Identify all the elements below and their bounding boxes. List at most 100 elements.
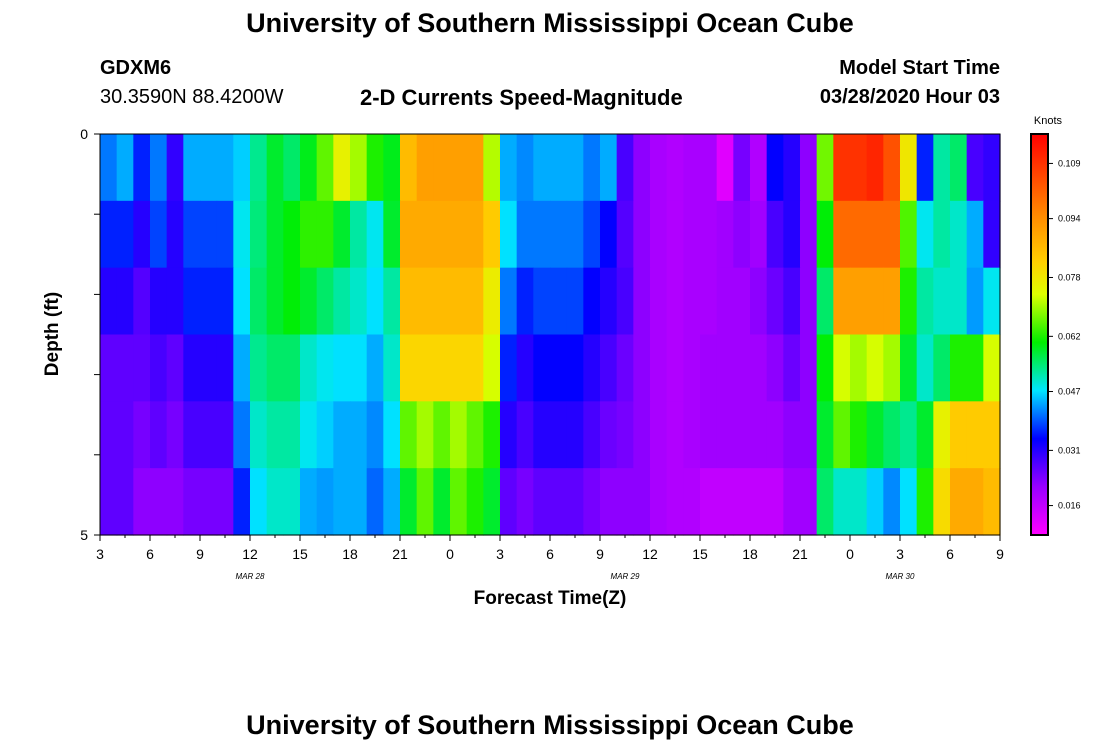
heatmap-cell (200, 468, 218, 536)
heatmap-cell (466, 334, 484, 402)
heatmap-cell (966, 200, 984, 269)
heatmap-cell (666, 334, 684, 402)
heatmap-cell (666, 134, 684, 202)
heatmap-cell (833, 401, 851, 469)
heatmap-cell (516, 134, 534, 202)
heatmap-cell (400, 401, 418, 469)
heatmap-cell (116, 200, 134, 269)
heatmap-cell (700, 267, 718, 336)
heatmap-cell (250, 401, 268, 469)
heatmap-cell (500, 401, 518, 469)
x-tick-label: 3 (896, 546, 904, 562)
heatmap-cell (383, 401, 401, 469)
heatmap-cell (866, 401, 884, 469)
heatmap-cell (683, 134, 701, 202)
heatmap-cell (316, 401, 334, 469)
heatmap-cell (716, 468, 734, 536)
heatmap-cell (700, 200, 718, 269)
heatmap-cell (616, 468, 634, 536)
y-tick-label: 0 (80, 126, 88, 142)
colorbar-tick-label: 0.109 (1058, 158, 1081, 168)
heatmap-cell (250, 334, 268, 402)
x-date-label: MAR 29 (611, 572, 640, 581)
heatmap-cell (150, 134, 168, 202)
heatmap-cell (883, 267, 901, 336)
heatmap-cell (283, 200, 301, 269)
heatmap-cell (783, 468, 801, 536)
heatmap-cell (450, 200, 468, 269)
heatmap-cell (983, 468, 1001, 536)
x-date-label: MAR 28 (236, 572, 265, 581)
heatmap-cell (566, 468, 584, 536)
heatmap-cell (133, 468, 151, 536)
heatmap-cell (150, 200, 168, 269)
heatmap-cell (433, 401, 451, 469)
heatmap-cell (466, 401, 484, 469)
heatmap-cell (750, 401, 768, 469)
heatmap-cell (283, 468, 301, 536)
heatmap-cell (916, 468, 934, 536)
heatmap-cell (666, 401, 684, 469)
heatmap-cell (400, 267, 418, 336)
heatmap-cell (283, 401, 301, 469)
heatmap-cell (516, 468, 534, 536)
heatmap-cell (783, 134, 801, 202)
x-tick-label: 12 (242, 546, 258, 562)
heatmap-cell (433, 267, 451, 336)
heatmap-cell (650, 134, 668, 202)
heatmap-cell (800, 134, 818, 202)
heatmap-cell (166, 134, 184, 202)
heatmap-cell (100, 468, 118, 536)
heatmap-cell (433, 200, 451, 269)
heatmap-cell (133, 200, 151, 269)
heatmap-cell (483, 267, 501, 336)
heatmap-cell (316, 267, 334, 336)
heatmap-cell (783, 334, 801, 402)
heatmap-cell (416, 200, 434, 269)
heatmap-cell (166, 401, 184, 469)
footer-title: University of Southern Mississippi Ocean… (246, 710, 854, 740)
heatmap-cell (200, 401, 218, 469)
heatmap-cell (116, 334, 134, 402)
heatmap-cell (433, 468, 451, 536)
heatmap-cell (233, 134, 251, 202)
heatmap-cell (550, 134, 568, 202)
heatmap-cell (716, 134, 734, 202)
heatmap-cell (966, 468, 984, 536)
heatmap-cell (866, 134, 884, 202)
heatmap-cell (716, 267, 734, 336)
heatmap-cell (583, 134, 601, 202)
heatmap-cell (366, 200, 384, 269)
heatmap-cell (883, 401, 901, 469)
heatmap-cell (750, 200, 768, 269)
colorbar-ticks: 0.109 0.094 0.078 0.062 0.047 0.031 0.016 (1048, 158, 1081, 511)
heatmap-cell (900, 401, 918, 469)
heatmap-cell (983, 334, 1001, 402)
heatmap-cell (266, 334, 284, 402)
heatmap-cell (850, 468, 868, 536)
heatmap-cell (833, 267, 851, 336)
heatmap-cell (200, 200, 218, 269)
heatmap-cell (133, 134, 151, 202)
heatmap-cell (800, 200, 818, 269)
heatmap-cell (683, 401, 701, 469)
heatmap-cell (250, 200, 268, 269)
heatmap-cell (416, 267, 434, 336)
heatmap-cell (483, 200, 501, 269)
heatmap-cell (583, 267, 601, 336)
heatmap-cell (300, 468, 318, 536)
heatmap-cell (766, 468, 784, 536)
heatmap-cell (150, 267, 168, 336)
heatmap-cell (750, 267, 768, 336)
heatmap-cell (450, 334, 468, 402)
heatmap-cell (800, 334, 818, 402)
heatmap-cell (633, 267, 651, 336)
heatmap-cell (750, 134, 768, 202)
heatmap-cell (716, 401, 734, 469)
heatmap-cell (516, 200, 534, 269)
heatmap-cell (616, 267, 634, 336)
heatmap-cell (116, 267, 134, 336)
heatmap-cell (916, 267, 934, 336)
heatmap-cell (533, 267, 551, 336)
